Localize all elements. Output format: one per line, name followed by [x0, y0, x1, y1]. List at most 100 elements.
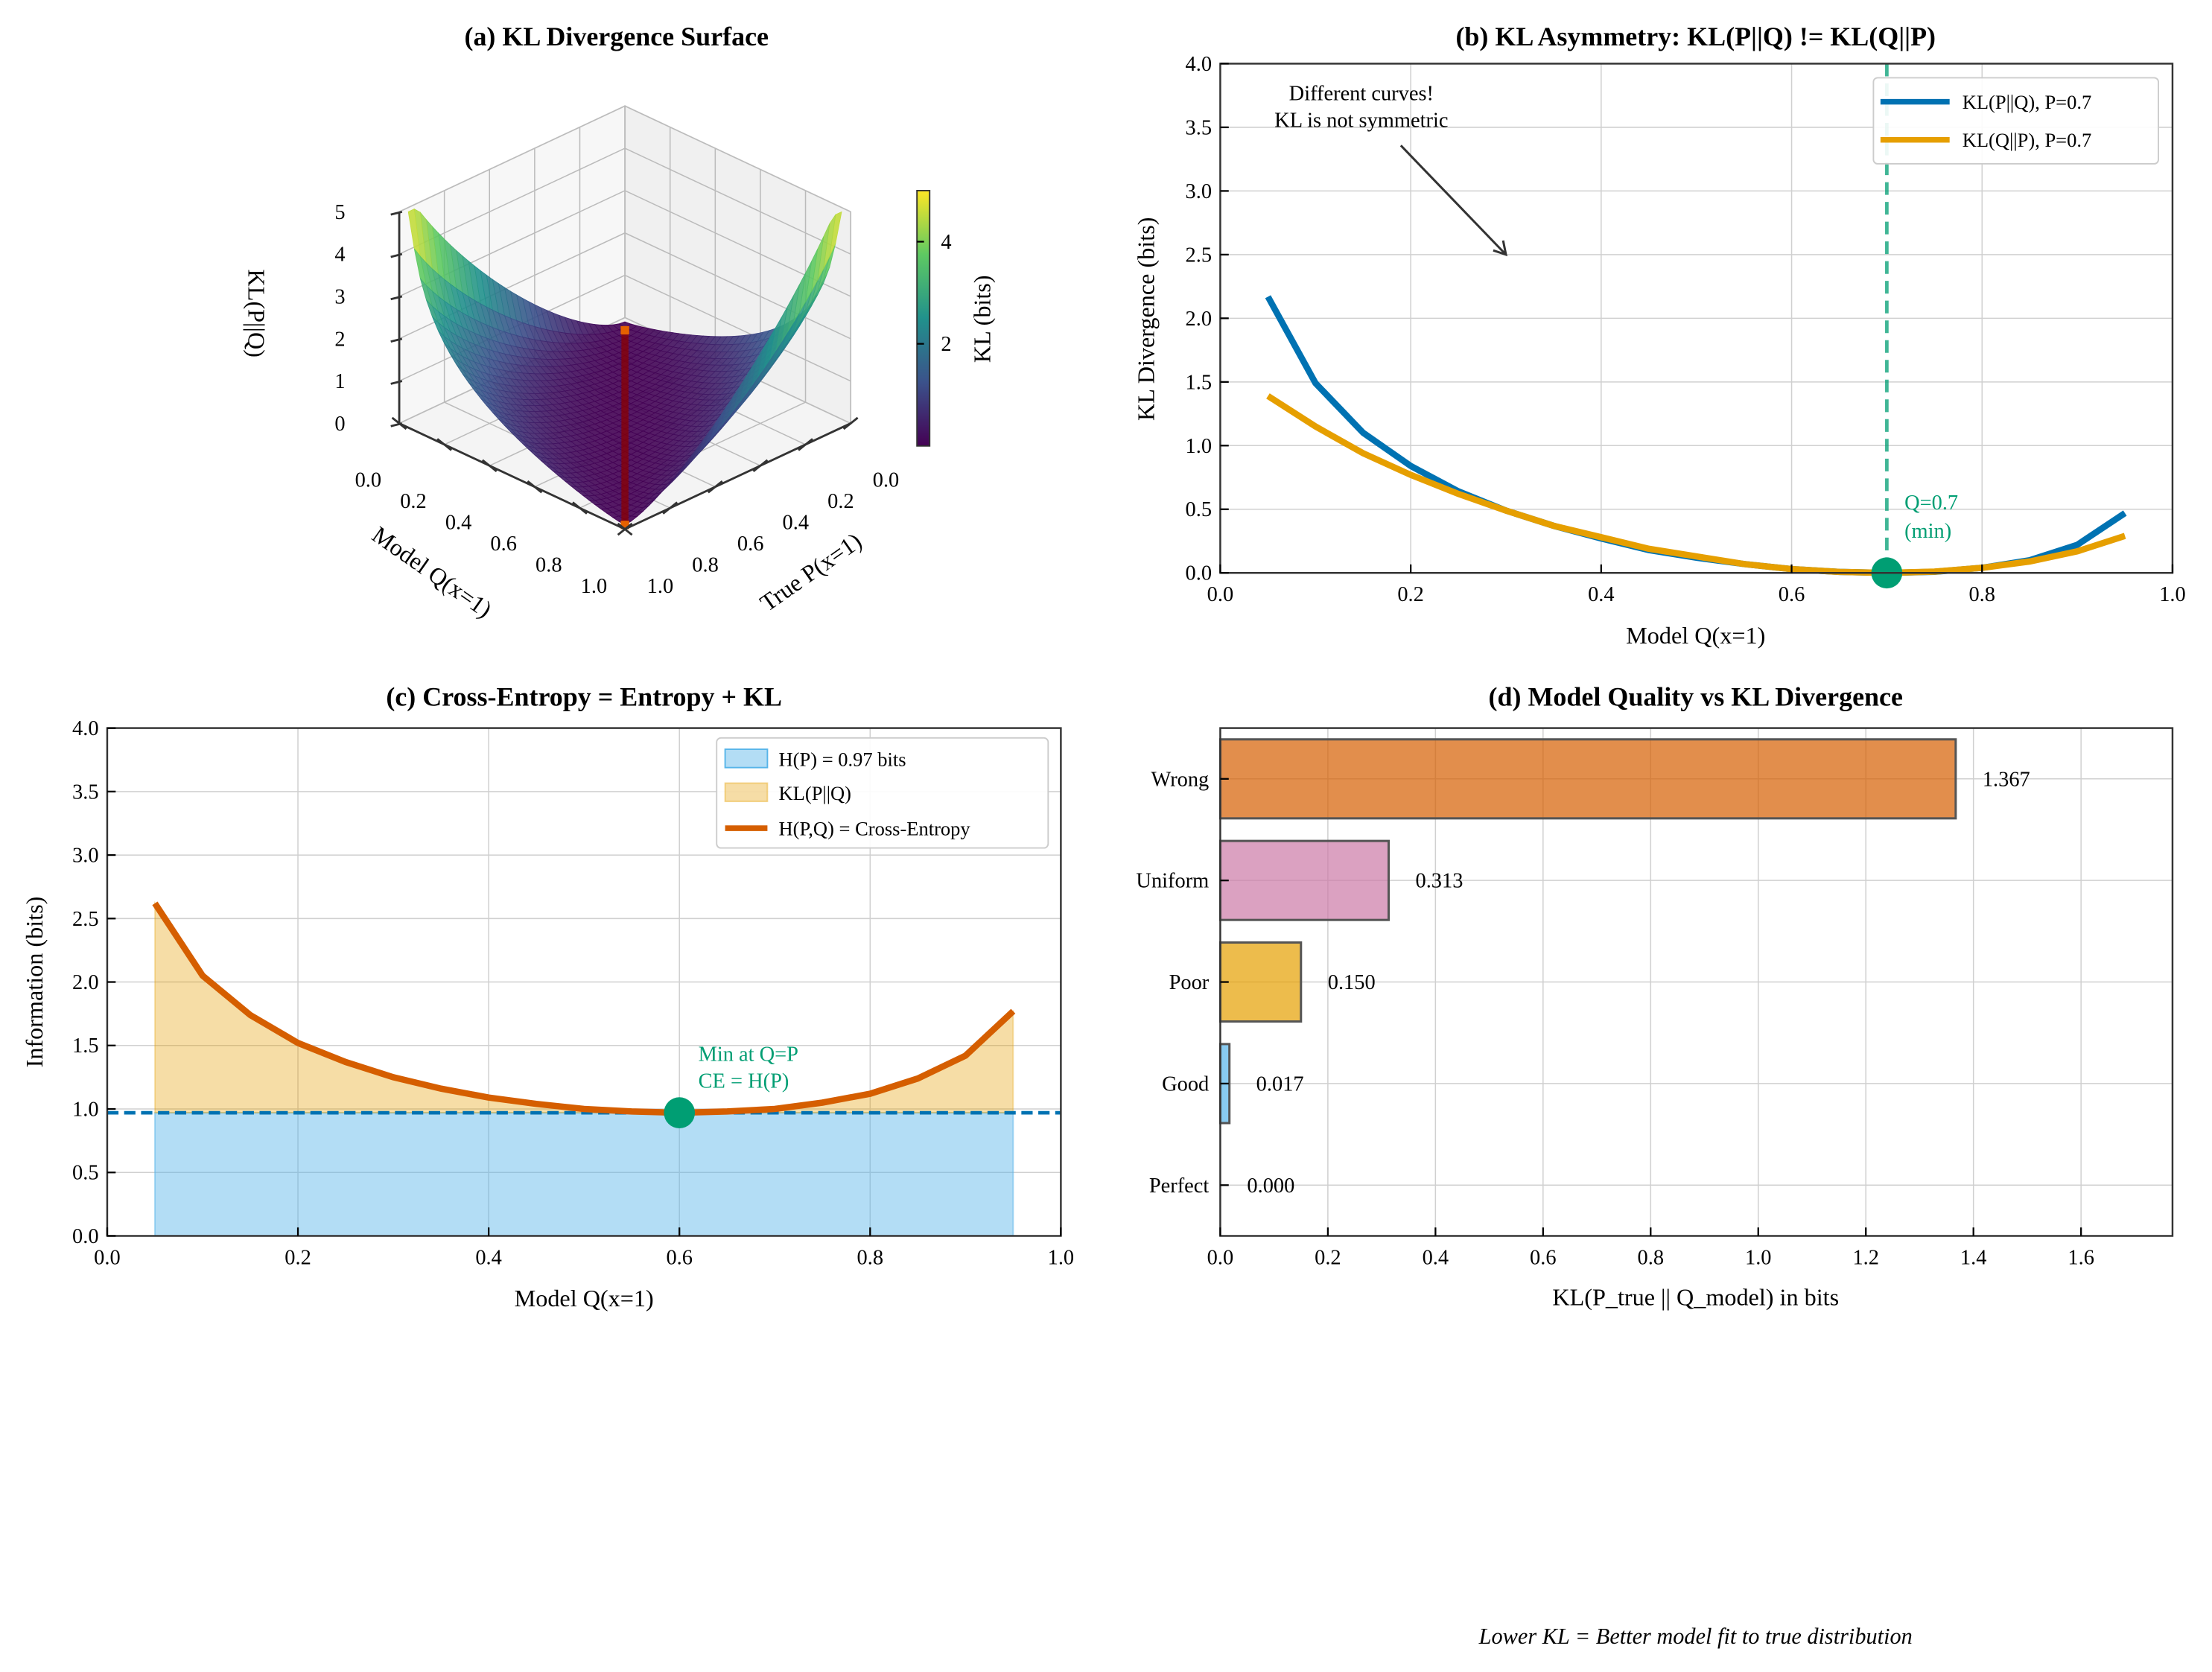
y-tick-label: 3.5 [72, 781, 99, 804]
x-tick-label: 1.0 [2159, 583, 2186, 606]
panel-b-xlabel: Model Q(x=1) [1626, 622, 1765, 649]
kl-area [154, 900, 1014, 1114]
z-tick [390, 210, 403, 216]
y-tick [662, 501, 678, 515]
panel-c-area-chart: (c) Cross-Entropy = Entropy + KL 0.0 0.2 0… [21, 681, 1074, 1312]
x-tick-label: 1.6 [2068, 1246, 2094, 1269]
x-tick-label: 0.4 [1423, 1246, 1449, 1269]
panel-a-surface-mesh [407, 208, 842, 530]
z-tick-label: 2 [334, 328, 345, 351]
x-tick-label: 0.2 [285, 1246, 311, 1269]
entropy-area [154, 1112, 1014, 1237]
panel-a-xlabel: Model Q(x=1) [367, 521, 497, 623]
panel-c-xlabel: Model Q(x=1) [515, 1285, 654, 1312]
y-tick-label: 1.5 [72, 1034, 99, 1058]
colorbar-tick-label: 2 [941, 333, 951, 356]
x-tick-label: 0.4 [475, 1246, 502, 1269]
y-tick-label: 3.5 [1186, 116, 1213, 139]
panel-d-bar-chart: (d) Model Quality vs KL Divergence 1.367… [1136, 681, 2174, 1310]
bar-uniform [1218, 839, 1391, 921]
y-tick-label: 0.5 [72, 1162, 99, 1185]
z-tick [390, 252, 403, 258]
panel-a-title: (a) KL Divergence Surface [464, 22, 769, 51]
x-tick-label: 0.4 [1588, 583, 1615, 606]
x-tick [481, 459, 498, 472]
x-tick-label: 0.6 [490, 533, 517, 556]
x-tick-label: 0.8 [535, 553, 562, 576]
x-tick [572, 501, 588, 515]
z-tick [390, 337, 403, 343]
z-tick [390, 380, 403, 385]
colorbar-tick-label: 4 [941, 231, 951, 254]
y-tick-label: 0.0 [1186, 562, 1213, 585]
x-tick-label: 0.0 [1207, 583, 1234, 606]
z-tick-label: 5 [334, 201, 345, 224]
z-tick-label: 1 [334, 370, 345, 393]
legend-swatch-kl [724, 782, 769, 803]
bar-value-label: 1.367 [1983, 768, 2030, 791]
z-tick-label: 0 [334, 413, 345, 436]
panel-a-surface: (a) KL Divergence Surface 0.00.20.40.60.… [243, 22, 995, 623]
y-tick-label: 0.0 [72, 1225, 99, 1248]
ce-min-label-2: CE = H(P) [699, 1070, 789, 1093]
category-label: Wrong [1151, 768, 1210, 791]
y-tick-label: 1.5 [1186, 371, 1213, 394]
x-tick-label: 0.0 [1207, 1246, 1234, 1269]
cross-entropy-line [152, 901, 1016, 1116]
panel-c-title: (c) Cross-Entropy = Entropy + KL [386, 681, 782, 711]
y-tick-label: 3.0 [1186, 180, 1213, 203]
pane-grid-line [398, 147, 851, 255]
bar-value-label: 0.000 [1247, 1174, 1294, 1198]
legend-label-kl-pq: KL(P||Q), P=0.7 [1962, 91, 2092, 113]
z-tick-label: 3 [334, 285, 345, 308]
x-tick-label: 1.0 [1048, 1246, 1075, 1269]
y-tick-label: 1.0 [1186, 435, 1213, 458]
legend-label-ce: H(P,Q) = Cross-Entropy [779, 818, 971, 840]
panel-b-ticks: 0.0 0.2 0.4 0.6 0.8 1.0 0.0 0.5 1.0 1.5 2.0 2.5 3.0 3… [1186, 53, 2186, 606]
pane-grid-line [398, 190, 851, 297]
ce-min-label-1: Min at Q=P [699, 1043, 798, 1067]
annotation-arrow [1399, 144, 1507, 255]
panel-a-ylabel: True P(x=1) [755, 527, 867, 617]
x-tick-label: 0.0 [94, 1246, 121, 1269]
legend-box [716, 737, 1049, 849]
panel-d-marks: 1.367 0.313 0.150 0.017 0.000 [1218, 738, 2030, 1198]
series-line-kl-pq [1265, 295, 2127, 576]
panel-c-ticks: 0.0 0.2 0.4 0.6 0.8 1.0 0.0 0.5 1.0 1.5 2.0 2.5 3.0 3… [72, 717, 1074, 1269]
x-tick-label: 1.0 [581, 575, 608, 598]
bar-poor [1218, 941, 1303, 1023]
panel-d-title: (d) Model Quality vs KL Divergence [1489, 681, 1903, 711]
pane-grid-line [398, 105, 851, 213]
category-label: Good [1162, 1072, 1209, 1096]
y-tick-label: 0.0 [873, 469, 900, 492]
z-tick [390, 295, 403, 301]
z-tick-label: 4 [334, 244, 345, 267]
y-tick-label: 0.8 [692, 553, 719, 576]
panel-b-line-chart: (b) KL Asymmetry: KL(P||Q) != KL(Q||P) 0… [1132, 22, 2185, 649]
legend-label-kl-qp: KL(Q||P), P=0.7 [1962, 129, 2092, 151]
x-tick-label: 1.4 [1960, 1246, 1987, 1269]
y-tick-label: 1.0 [72, 1098, 99, 1121]
panel-d-ticks: 0.0 0.2 0.4 0.6 0.8 1.0 1.2 1.4 1.6 Wrong Uniform P… [1136, 768, 2094, 1269]
x-tick-label: 0.6 [1779, 583, 1805, 606]
y-tick [842, 416, 859, 430]
panel-d-xlabel: KL(P_true || Q_model) in bits [1552, 1283, 1839, 1310]
y-tick-label: 1.0 [647, 575, 674, 598]
colorbar-ticks: 24 [917, 231, 952, 356]
x-tick-label: 0.2 [1397, 583, 1424, 606]
arrow-head-icon [1493, 240, 1507, 257]
panel-a-axes: 0.0 0.2 0.4 0.6 0.8 1.0 0.0 0.2 0.4 0.6 0.8 1.0 0 1 2 3… [334, 201, 899, 598]
q-equals-p-marker [620, 521, 629, 530]
x-tick [527, 480, 543, 494]
legend-label-kl: KL(P||Q) [779, 782, 851, 804]
footer-note: Lower KL = Better model fit to true dist… [1478, 1624, 1913, 1649]
q-equals-p-marker [620, 325, 629, 335]
bar-value-label: 0.017 [1256, 1072, 1304, 1096]
y-tick [798, 438, 813, 451]
y-axis-line [624, 422, 851, 530]
y-tick-label: 3.0 [72, 845, 99, 868]
bar-wrong [1218, 738, 1957, 820]
y-tick-label: 4.0 [1186, 53, 1213, 76]
y-tick-label: 2.5 [72, 908, 99, 931]
